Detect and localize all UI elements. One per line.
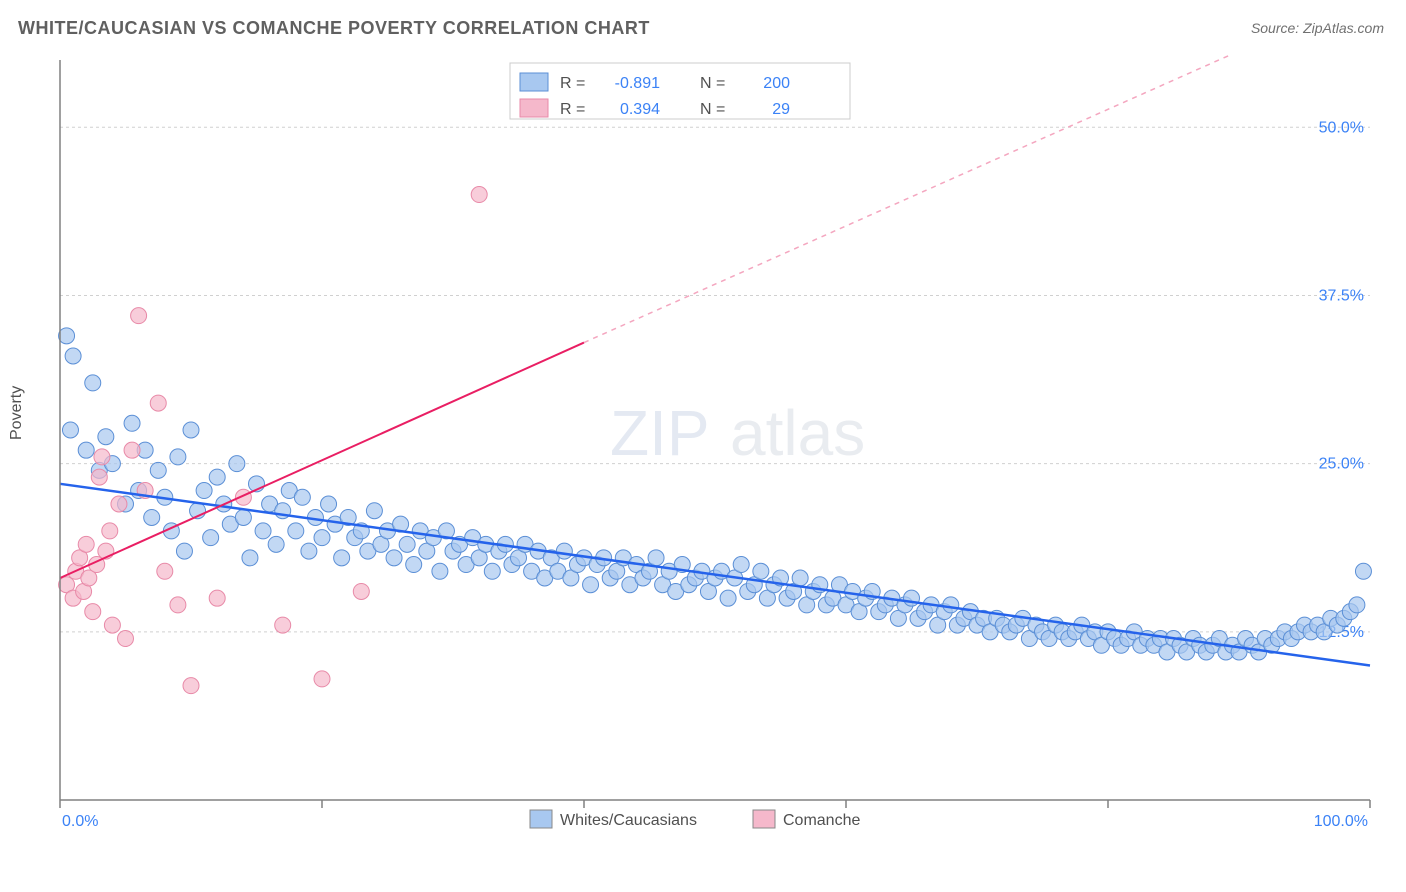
data-point	[78, 536, 94, 552]
stat-r-value: -0.891	[615, 75, 660, 92]
data-point	[196, 483, 212, 499]
data-point	[288, 523, 304, 539]
y-tick-label: 37.5%	[1319, 287, 1364, 304]
chart-title: WHITE/CAUCASIAN VS COMANCHE POVERTY CORR…	[18, 18, 650, 39]
data-point	[943, 597, 959, 613]
data-point	[62, 422, 78, 438]
data-point	[366, 503, 382, 519]
data-point	[432, 563, 448, 579]
data-point	[583, 577, 599, 593]
data-point	[301, 543, 317, 559]
data-point	[150, 462, 166, 478]
data-point	[792, 570, 808, 586]
data-point	[124, 415, 140, 431]
stats-swatch	[520, 73, 548, 91]
data-point	[255, 523, 271, 539]
data-point	[102, 523, 118, 539]
stats-swatch	[520, 99, 548, 117]
data-point	[753, 563, 769, 579]
legend-swatch	[753, 810, 775, 828]
plot-area: 12.5%25.0%37.5%50.0%ZIPatlas0.0%100.0%Wh…	[50, 55, 1390, 825]
stat-n-label: N =	[700, 75, 725, 92]
data-point	[144, 509, 160, 525]
data-point	[59, 328, 75, 344]
data-point	[124, 442, 140, 458]
data-point	[118, 631, 134, 647]
legend-swatch	[530, 810, 552, 828]
stat-n-value: 29	[772, 101, 790, 118]
y-tick-label: 50.0%	[1319, 119, 1364, 136]
data-point	[85, 604, 101, 620]
stat-n-label: N =	[700, 101, 725, 118]
stat-n-value: 200	[763, 75, 790, 92]
trend-line-whites	[60, 484, 1370, 666]
data-point	[720, 590, 736, 606]
data-point	[399, 536, 415, 552]
data-point	[229, 456, 245, 472]
data-point	[406, 557, 422, 573]
data-point	[85, 375, 101, 391]
stat-r-label: R =	[560, 101, 585, 118]
data-point	[314, 530, 330, 546]
data-point	[91, 469, 107, 485]
data-point	[131, 308, 147, 324]
data-point	[334, 550, 350, 566]
stat-r-value: 0.394	[620, 101, 660, 118]
data-point	[1349, 597, 1365, 613]
data-point	[209, 590, 225, 606]
data-point	[98, 429, 114, 445]
watermark: ZIP	[610, 397, 710, 469]
data-point	[157, 563, 173, 579]
data-point	[471, 187, 487, 203]
data-point	[386, 550, 402, 566]
data-point	[203, 530, 219, 546]
data-point	[170, 597, 186, 613]
chart-source: Source: ZipAtlas.com	[1251, 20, 1384, 36]
data-point	[314, 671, 330, 687]
data-point	[556, 543, 572, 559]
y-tick-label: 25.0%	[1319, 456, 1364, 473]
data-point	[353, 583, 369, 599]
data-point	[321, 496, 337, 512]
stat-r-label: R =	[560, 75, 585, 92]
data-point	[235, 509, 251, 525]
plot-svg: 12.5%25.0%37.5%50.0%ZIPatlas0.0%100.0%Wh…	[50, 55, 1390, 865]
data-point	[733, 557, 749, 573]
data-point	[275, 617, 291, 633]
legend-label: Comanche	[783, 812, 860, 829]
legend-label: Whites/Caucasians	[560, 812, 697, 829]
data-point	[150, 395, 166, 411]
data-point	[111, 496, 127, 512]
data-point	[268, 536, 284, 552]
x-tick-label: 0.0%	[62, 813, 98, 830]
data-point	[170, 449, 186, 465]
x-tick-label: 100.0%	[1314, 813, 1368, 830]
data-point	[104, 617, 120, 633]
data-point	[1355, 563, 1371, 579]
data-point	[94, 449, 110, 465]
data-point	[242, 550, 258, 566]
data-point	[65, 348, 81, 364]
data-point	[209, 469, 225, 485]
data-point	[78, 442, 94, 458]
data-point	[294, 489, 310, 505]
data-point	[648, 550, 664, 566]
data-point	[183, 678, 199, 694]
y-axis-label: Poverty	[8, 386, 26, 440]
data-point	[183, 422, 199, 438]
data-point	[176, 543, 192, 559]
chart-container: WHITE/CAUCASIAN VS COMANCHE POVERTY CORR…	[0, 0, 1406, 892]
data-point	[484, 563, 500, 579]
watermark: atlas	[730, 397, 865, 469]
